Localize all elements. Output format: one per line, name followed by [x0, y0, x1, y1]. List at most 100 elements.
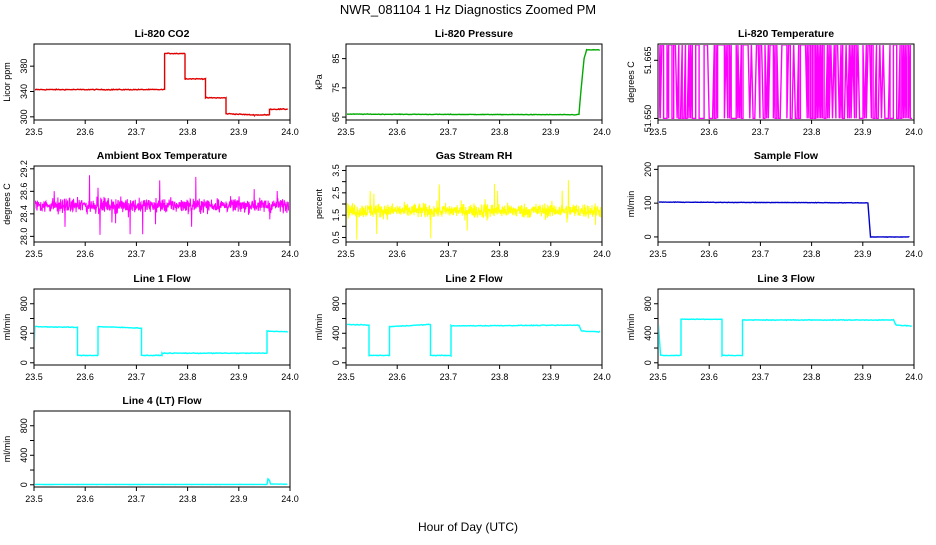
x-tick-label: 24.0: [281, 127, 299, 137]
y-tick-label: 29.2: [19, 160, 29, 178]
x-tick-label: 23.9: [854, 372, 872, 382]
x-tick-label: 23.8: [179, 249, 197, 259]
panel-title: Line 1 Flow: [133, 273, 191, 285]
x-tick-label: 23.9: [854, 249, 872, 259]
x-tick-label: 23.6: [700, 372, 718, 382]
x-tick-label: 23.8: [803, 249, 821, 259]
x-tick-label: 23.8: [803, 127, 821, 137]
x-tick-label: 23.6: [388, 372, 406, 382]
y-tick-label: 100: [643, 196, 653, 211]
x-axis: 23.5 23.6 23.7 23.8 23.9 24.0: [25, 365, 299, 382]
y-tick-label: 28.6: [19, 183, 29, 201]
x-tick-label: 23.8: [179, 372, 197, 382]
y-axis-label: degrees C: [626, 61, 636, 103]
panel-title: Line 2 Flow: [445, 273, 503, 285]
x-tick-label: 23.5: [337, 372, 355, 382]
series-path: [35, 52, 289, 118]
x-tick-label: 23.5: [25, 127, 43, 137]
x-tick-label: 23.8: [179, 494, 197, 504]
series-path: [35, 477, 288, 486]
y-tick-label: 75: [331, 83, 341, 93]
plot-frame: [345, 43, 603, 121]
y-tick-label: 3.5: [331, 164, 341, 177]
series-path: [659, 45, 912, 119]
panel-6: Sample Flow ml/min 23.5 23.6 23.7 23.8 23.9 24.…: [626, 150, 923, 259]
y-axis: 0 100 200: [643, 162, 658, 239]
x-tick-label: 24.0: [593, 249, 611, 259]
x-tick-label: 23.6: [76, 494, 94, 504]
x-tick-label: 23.9: [230, 372, 248, 382]
x-tick-label: 23.7: [752, 249, 770, 259]
x-tick-label: 23.6: [700, 127, 718, 137]
plot-frame: [33, 43, 291, 121]
y-axis-label: ml/min: [626, 191, 636, 218]
x-tick-label: 24.0: [593, 127, 611, 137]
page-title: NWR_081104 1 Hz Diagnostics Zoomed PM: [340, 2, 596, 17]
x-tick-label: 23.8: [491, 372, 509, 382]
y-axis-label: ml/min: [2, 436, 12, 463]
x-tick-label: 23.6: [700, 249, 718, 259]
y-tick-label: 28.0: [19, 228, 29, 246]
x-axis: 23.5 23.6 23.7 23.8 23.9 24.0: [649, 242, 923, 259]
x-axis: 23.5 23.6 23.7 23.8 23.9 24.0: [337, 120, 611, 137]
y-tick-label: 800: [19, 296, 29, 311]
panel-4: Ambient Box Temperature degrees C 23.5 23.6…: [2, 150, 299, 259]
series-line: [659, 45, 912, 119]
x-axis: 23.5 23.6 23.7 23.8 23.9 24.0: [337, 365, 611, 382]
x-tick-label: 23.5: [25, 249, 43, 259]
series-line: [659, 201, 910, 238]
y-tick-label: 0: [19, 360, 29, 365]
panel-title: Line 3 Flow: [757, 273, 815, 285]
y-axis-label: kPa: [314, 74, 324, 90]
x-tick-label: 23.7: [752, 372, 770, 382]
x-axis-label: Hour of Day (UTC): [418, 520, 518, 534]
series-path: [35, 175, 289, 235]
series-line: [347, 48, 601, 116]
series-path: [35, 325, 289, 357]
x-tick-label: 23.7: [128, 127, 146, 137]
series-line: [35, 477, 288, 486]
panel-8: Line 2 Flow ml/min 23.5 23.6 23.7 23.8 23.9 24.…: [314, 273, 611, 382]
y-axis: 300 340 380: [19, 59, 34, 124]
series-line: [35, 325, 289, 357]
x-axis: 23.5 23.6 23.7 23.8 23.9 24.0: [25, 242, 299, 259]
y-tick-label: 0: [19, 482, 29, 487]
panel-5: Gas Stream RH percent 23.5 23.6 23.7 23.8 23.9…: [314, 150, 611, 259]
plot-frame: [345, 288, 603, 366]
panel-title: Li-820 Temperature: [738, 28, 834, 40]
y-axis-label: ml/min: [626, 314, 636, 341]
y-axis: 0 400 800: [643, 296, 658, 365]
x-tick-label: 23.6: [388, 127, 406, 137]
x-tick-label: 23.9: [230, 494, 248, 504]
y-axis: 0 400 800: [19, 418, 34, 487]
series-path: [347, 48, 601, 116]
y-tick-label: 400: [19, 448, 29, 463]
x-tick-label: 23.9: [542, 127, 560, 137]
plot-frame: [657, 165, 915, 243]
x-tick-label: 23.8: [491, 127, 509, 137]
y-axis: 0 400 800: [331, 296, 346, 365]
x-tick-label: 23.7: [440, 127, 458, 137]
panel-title: Sample Flow: [754, 150, 819, 162]
y-axis-label: degrees C: [2, 183, 12, 225]
panel-2: Li-820 Pressure kPa 23.5 23.6 23.7 23.8 23.9 24…: [314, 28, 611, 137]
series-line: [35, 52, 289, 118]
y-tick-label: 800: [19, 418, 29, 433]
panel-title: Line 4 (LT) Flow: [122, 395, 202, 407]
y-tick-label: 400: [19, 326, 29, 341]
y-tick-label: 300: [19, 109, 29, 124]
x-tick-label: 23.9: [230, 127, 248, 137]
x-tick-label: 23.7: [128, 372, 146, 382]
plot-frame: [657, 288, 915, 366]
x-tick-label: 24.0: [905, 127, 923, 137]
y-axis-label: Licor ppm: [2, 62, 12, 102]
y-axis-label: percent: [314, 188, 324, 219]
x-tick-label: 23.6: [76, 249, 94, 259]
plot-frame: [33, 410, 291, 488]
series-line: [35, 175, 289, 235]
series-line: [347, 323, 601, 358]
y-tick-label: 340: [19, 84, 29, 99]
